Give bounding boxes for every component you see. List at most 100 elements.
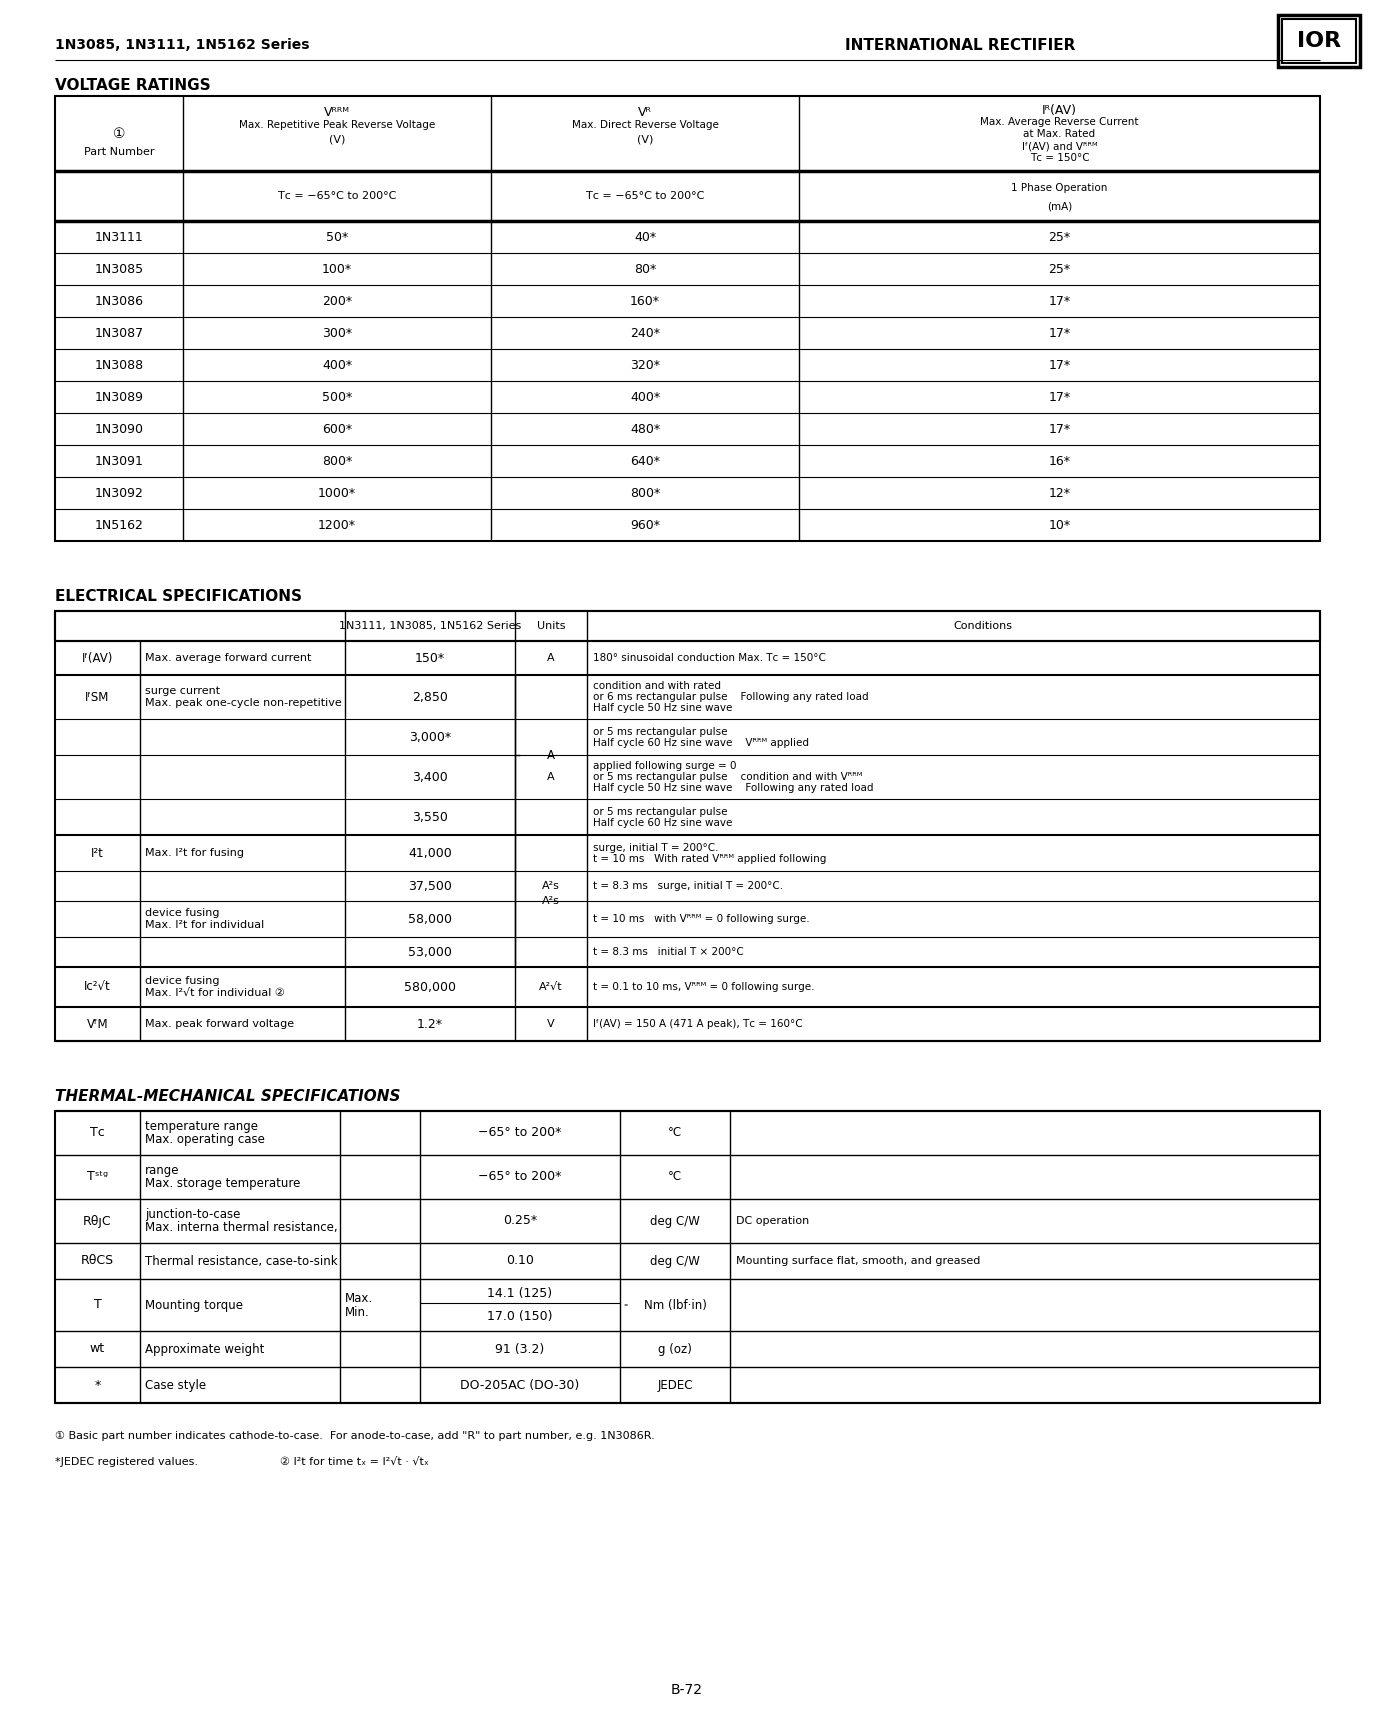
Text: (V): (V) [637,134,653,144]
Text: 58,000: 58,000 [408,912,452,926]
Text: 180° sinusoidal conduction Max. Tᴄ = 150°C: 180° sinusoidal conduction Max. Tᴄ = 150… [593,652,826,663]
Text: 1N3091: 1N3091 [95,454,143,467]
Text: or 5 ms rectangular pulse: or 5 ms rectangular pulse [593,726,727,736]
Text: 150*: 150* [415,652,446,664]
Text: Half cycle 50 Hz sine wave: Half cycle 50 Hz sine wave [593,704,733,712]
Text: at Max. Rated: at Max. Rated [1023,128,1096,139]
Text: Max. I²√t for individual ②: Max. I²√t for individual ② [144,988,285,998]
Text: Half cycle 60 Hz sine wave    Vᴿᴿᴹ applied: Half cycle 60 Hz sine wave Vᴿᴿᴹ applied [593,738,808,748]
Text: 25*: 25* [1048,262,1071,276]
Text: 1N3085, 1N3111, 1N5162 Series: 1N3085, 1N3111, 1N5162 Series [55,38,309,51]
Text: Mounting surface flat, smooth, and greased: Mounting surface flat, smooth, and greas… [736,1257,980,1265]
Text: 800*: 800* [322,454,352,467]
Text: 37,500: 37,500 [408,880,452,892]
Text: 1N5162: 1N5162 [95,519,143,531]
Text: B-72: B-72 [671,1683,703,1697]
Text: 17.0 (150): 17.0 (150) [487,1310,553,1323]
Text: 800*: 800* [630,486,660,500]
Text: 17*: 17* [1048,294,1071,308]
Text: 53,000: 53,000 [408,945,452,959]
Text: Case style: Case style [144,1378,206,1392]
Text: 100*: 100* [322,262,352,276]
Text: Max. average forward current: Max. average forward current [144,652,311,663]
Text: 1200*: 1200* [318,519,356,531]
Text: 240*: 240* [630,327,660,339]
Bar [1282,19,1356,63]
Text: DO-205AC (DO-30): DO-205AC (DO-30) [461,1378,580,1392]
Text: ② I²t for time tₓ = I²√t · √tₓ: ② I²t for time tₓ = I²√t · √tₓ [280,1457,429,1467]
Text: Conditions: Conditions [953,621,1012,632]
Text: 1000*: 1000* [318,486,356,500]
Bar [55,611,1320,640]
Text: ① Basic part number indicates cathode-to-case.  For anode-to-case, add "R" to pa: ① Basic part number indicates cathode-to… [55,1431,654,1442]
Text: 14.1 (125): 14.1 (125) [487,1287,553,1299]
Text: 0.10: 0.10 [506,1255,534,1267]
Text: A: A [547,748,556,762]
Text: 1N3088: 1N3088 [95,358,143,372]
Text: A: A [547,652,554,663]
Bar [55,96,1320,541]
Text: ELECTRICAL SPECIFICATIONS: ELECTRICAL SPECIFICATIONS [55,589,302,604]
Text: surge current: surge current [144,687,220,697]
Text: 320*: 320* [630,358,660,372]
Text: Nm (lbf·in): Nm (lbf·in) [644,1298,707,1311]
Text: THERMAL-MECHANICAL SPECIFICATIONS: THERMAL-MECHANICAL SPECIFICATIONS [55,1089,400,1104]
Text: device fusing: device fusing [144,976,220,986]
Text: RθȷC: RθȷC [82,1214,111,1228]
Text: *: * [95,1378,100,1392]
Text: 3,550: 3,550 [412,810,448,823]
Text: temperature range: temperature range [144,1120,258,1133]
Text: Tˢᵗᵍ: Tˢᵗᵍ [87,1171,109,1183]
Text: IᶠSM: IᶠSM [85,690,110,704]
Text: Max. Repetitive Peak Reverse Voltage: Max. Repetitive Peak Reverse Voltage [239,120,434,130]
Text: 580,000: 580,000 [404,981,457,993]
Text: Max. I²t for fusing: Max. I²t for fusing [144,847,243,858]
Text: 2,850: 2,850 [412,690,448,704]
Text: deg C/W: deg C/W [650,1214,700,1228]
Bar [55,611,1320,1041]
Text: 0.25*: 0.25* [503,1214,538,1228]
Text: Half cycle 60 Hz sine wave: Half cycle 60 Hz sine wave [593,818,733,827]
Text: 3,400: 3,400 [412,770,448,784]
Text: Max. Average Reverse Current: Max. Average Reverse Current [980,116,1138,127]
Text: Max. Direct Reverse Voltage: Max. Direct Reverse Voltage [572,120,718,130]
Text: or 5 ms rectangular pulse    condition and with Vᴿᴿᴹ: or 5 ms rectangular pulse condition and … [593,772,862,782]
Text: Max. interna thermal resistance,: Max. interna thermal resistance, [144,1221,338,1234]
Text: Max.: Max. [345,1291,373,1305]
Text: 17*: 17* [1048,327,1071,339]
Text: ①: ① [113,127,125,140]
Text: Tᴄ = 150°C: Tᴄ = 150°C [1030,152,1089,163]
Text: Part Number: Part Number [84,147,154,158]
Text: 17*: 17* [1048,358,1071,372]
Text: t = 8.3 ms   surge, initial T = 200°C.: t = 8.3 ms surge, initial T = 200°C. [593,882,784,890]
Text: Approximate weight: Approximate weight [144,1342,264,1356]
Text: 17*: 17* [1048,423,1071,435]
Text: t = 10 ms   with Vᴿᴿᴹ = 0 following surge.: t = 10 ms with Vᴿᴿᴹ = 0 following surge. [593,914,810,924]
Text: VᶠM: VᶠM [87,1017,109,1031]
Text: JEDEC: JEDEC [657,1378,693,1392]
Text: 41,000: 41,000 [408,846,452,859]
Text: I²t: I²t [91,846,104,859]
Text: 400*: 400* [630,390,660,404]
Text: VOLTAGE RATINGS: VOLTAGE RATINGS [55,79,210,92]
Text: applied following surge = 0: applied following surge = 0 [593,762,737,770]
Text: Thermal resistance, case-to-sink: Thermal resistance, case-to-sink [144,1255,338,1267]
Text: Max. operating case: Max. operating case [144,1133,265,1145]
Text: 80*: 80* [634,262,656,276]
Text: Min.: Min. [345,1306,370,1318]
Text: (V): (V) [329,134,345,144]
Text: Vᴿᴿᴹ: Vᴿᴿᴹ [324,106,351,120]
Text: or 6 ms rectangular pulse    Following any rated load: or 6 ms rectangular pulse Following any … [593,692,869,702]
Text: Max. storage temperature: Max. storage temperature [144,1178,300,1190]
Text: Vᴿ: Vᴿ [638,106,652,120]
Text: *JEDEC registered values.: *JEDEC registered values. [55,1457,198,1467]
Text: Max. I²t for individual: Max. I²t for individual [144,919,264,930]
Text: junction-to-case: junction-to-case [144,1209,241,1221]
Text: 25*: 25* [1048,231,1071,243]
Text: Half cycle 50 Hz sine wave    Following any rated load: Half cycle 50 Hz sine wave Following any… [593,782,873,793]
Text: 960*: 960* [630,519,660,531]
Text: RθCS: RθCS [81,1255,114,1267]
Text: 1N3089: 1N3089 [95,390,143,404]
Text: 50*: 50* [326,231,348,243]
Text: Iᶠ(AV) and Vᴿᴿᴹ: Iᶠ(AV) and Vᴿᴿᴹ [1022,140,1097,151]
